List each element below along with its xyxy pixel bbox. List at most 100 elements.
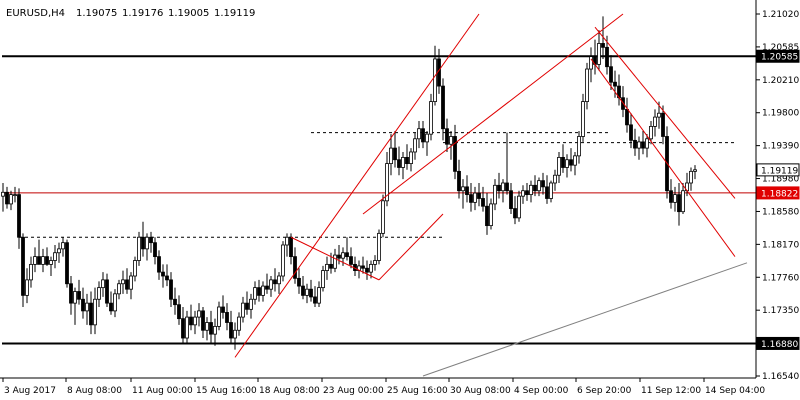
- candle-body: [397, 159, 401, 168]
- candle: [13, 186, 17, 203]
- candle-body: [629, 124, 633, 141]
- candle-body: [313, 296, 317, 304]
- candle: [609, 55, 613, 90]
- candle-body: [433, 58, 437, 102]
- candle-body: [481, 198, 485, 207]
- x-tick-label: 3 Aug 2017: [4, 386, 56, 396]
- candle-body: [497, 184, 501, 192]
- drawings-layer: [234, 13, 748, 377]
- candle: [529, 180, 533, 203]
- candle-body: [141, 236, 145, 250]
- candle-body: [409, 151, 413, 165]
- price-label-red: 1.18822: [756, 186, 800, 200]
- candle: [681, 182, 685, 214]
- candle: [361, 256, 365, 274]
- candle: [409, 148, 413, 172]
- channel-line-triangle-up: [290, 236, 380, 281]
- candle-body: [329, 263, 333, 269]
- y-tick-label: 1.20210: [762, 76, 799, 86]
- candle-body: [13, 194, 17, 197]
- channel-line-ascending-upper: [362, 13, 624, 215]
- candle: [169, 272, 173, 308]
- candle: [673, 186, 677, 212]
- candle: [1, 182, 5, 212]
- candle-body: [517, 195, 521, 219]
- candle: [201, 307, 205, 339]
- candle: [625, 97, 629, 133]
- candle-body: [653, 116, 657, 127]
- candle: [469, 182, 473, 212]
- candle: [129, 272, 133, 300]
- candle: [29, 256, 33, 288]
- candle: [117, 279, 121, 300]
- candle: [177, 295, 181, 325]
- candle-body: [185, 316, 189, 339]
- candle-body: [261, 285, 265, 296]
- candle-body: [177, 304, 181, 320]
- candle: [149, 231, 153, 253]
- candle: [49, 256, 53, 277]
- candle: [101, 272, 105, 297]
- candle: [613, 70, 617, 98]
- candle: [669, 179, 673, 209]
- candle-body: [193, 316, 197, 326]
- candle-body: [633, 139, 637, 149]
- candle: [157, 250, 161, 280]
- candle: [641, 131, 645, 155]
- candle-body: [441, 85, 445, 130]
- candle-body: [417, 128, 421, 140]
- candle: [693, 165, 697, 180]
- x-tick-label: 15 Aug 16:00: [196, 386, 257, 396]
- y-tick-label: 1.17350: [762, 306, 799, 316]
- candle-body: [269, 279, 273, 290]
- candle: [121, 270, 125, 294]
- candle-body: [449, 136, 453, 145]
- candle-body: [613, 81, 617, 87]
- candle-body: [393, 147, 397, 161]
- candle: [257, 279, 261, 302]
- y-tick-label: 1.18580: [762, 207, 799, 217]
- candle: [337, 244, 341, 265]
- candle: [449, 131, 453, 160]
- candle-body: [245, 302, 249, 310]
- candle: [273, 268, 277, 292]
- candle-body: [281, 244, 285, 277]
- candle: [401, 151, 405, 180]
- candle: [217, 301, 221, 331]
- candle: [265, 273, 269, 294]
- candle-body: [173, 298, 177, 306]
- candle: [557, 151, 561, 183]
- candle-body: [549, 182, 553, 199]
- price-label-box: [756, 186, 800, 200]
- candle-body: [1, 191, 5, 197]
- candle-body: [557, 157, 561, 176]
- price-label-black: 1.16880: [756, 336, 800, 350]
- candle-body: [425, 133, 429, 143]
- candle: [45, 247, 49, 266]
- candle: [53, 244, 57, 269]
- x-tick-label: 6 Sep 20:00: [577, 386, 632, 396]
- candle: [237, 312, 241, 336]
- candle-body: [309, 288, 313, 298]
- candle-body: [673, 194, 677, 203]
- candle-body: [161, 271, 165, 277]
- x-tick-label: 25 Aug 16:00: [387, 386, 448, 396]
- candle: [537, 177, 541, 197]
- candle-body: [473, 192, 477, 203]
- candle: [313, 286, 317, 308]
- candle-body: [345, 252, 349, 258]
- candle-body: [117, 283, 121, 295]
- candle: [453, 124, 457, 180]
- candle-body: [573, 155, 577, 166]
- price-label-text: 1.20585: [761, 53, 798, 63]
- candle-body: [137, 236, 141, 261]
- x-tick-label: 14 Sep 04:00: [705, 386, 765, 396]
- candle: [493, 179, 497, 211]
- candle: [109, 291, 113, 315]
- candle: [293, 247, 297, 284]
- candle: [41, 248, 45, 273]
- candle: [589, 47, 593, 83]
- price-label-text: 1.18822: [761, 189, 798, 199]
- candle-body: [29, 263, 33, 281]
